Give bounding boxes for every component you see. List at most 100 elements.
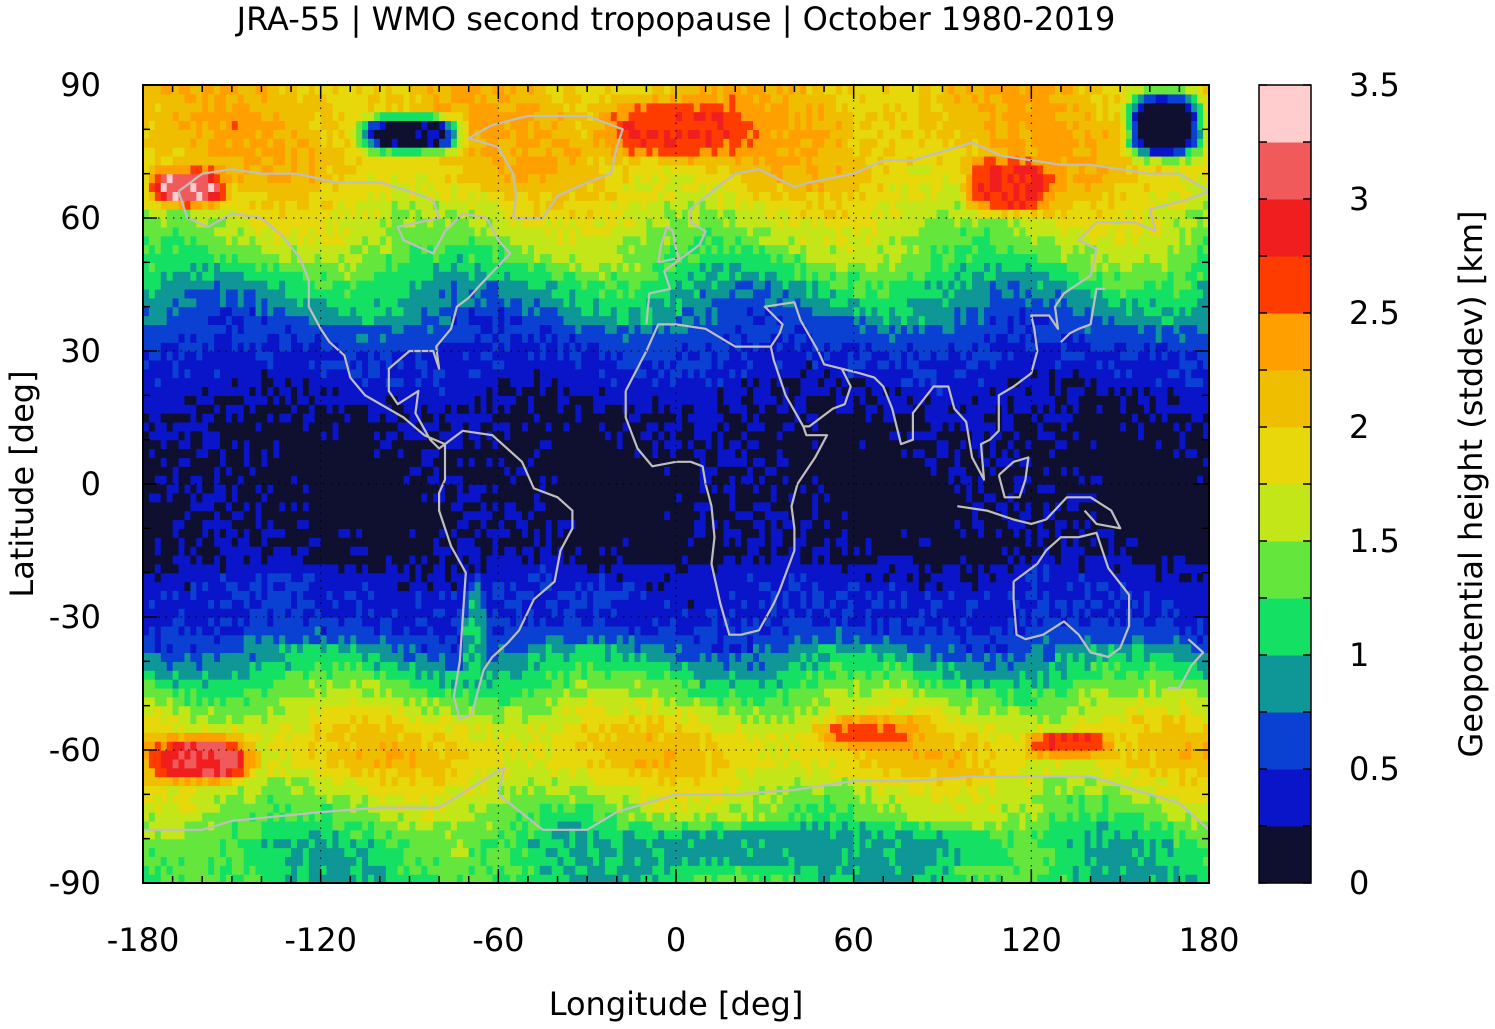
heatmap-cell — [883, 767, 890, 778]
heatmap-cell — [978, 679, 985, 689]
heatmap-cell — [883, 803, 890, 813]
heatmap-cell — [978, 643, 985, 654]
heatmap-cell — [794, 661, 801, 671]
heatmap-cell — [1102, 723, 1109, 733]
heatmap-cell — [747, 634, 754, 645]
heatmap-cell — [569, 767, 576, 778]
heatmap-cell — [924, 750, 932, 760]
heatmap-cell — [829, 767, 837, 778]
heatmap-cell — [1043, 723, 1050, 733]
heatmap-cell — [196, 634, 203, 645]
heatmap-cell — [1197, 732, 1204, 742]
heatmap-cell — [693, 679, 701, 689]
heatmap-cell — [646, 838, 653, 849]
heatmap-cell — [681, 723, 689, 733]
heatmap-cell — [1137, 856, 1145, 866]
heatmap-cell — [539, 732, 547, 742]
heatmap-cell — [918, 741, 926, 751]
heatmap-cell — [604, 670, 612, 680]
heatmap-cell — [214, 696, 221, 707]
heatmap-cell — [1031, 874, 1038, 883]
heatmap-cell — [1126, 856, 1133, 866]
heatmap-cell — [983, 705, 991, 716]
heatmap-cell — [604, 794, 612, 804]
heatmap-cell — [604, 687, 612, 698]
heatmap-cell — [681, 732, 689, 742]
heatmap-cell — [788, 705, 796, 716]
heatmap-cell — [983, 750, 991, 760]
heatmap-cell — [190, 812, 197, 822]
heatmap-cell — [835, 670, 843, 680]
heatmap-cell — [901, 820, 908, 831]
heatmap-cell — [190, 865, 197, 875]
heatmap-cell — [587, 714, 594, 724]
heatmap-cell — [291, 874, 298, 883]
heatmap-cell — [989, 838, 997, 849]
heatmap-cell — [379, 670, 387, 680]
heatmap-cell — [166, 634, 174, 645]
heatmap-cell — [640, 794, 647, 804]
heatmap-cell — [166, 758, 174, 769]
heatmap-cell — [255, 758, 263, 769]
heatmap-cell — [972, 838, 979, 849]
heatmap-cell — [681, 661, 689, 671]
heatmap-cell — [214, 874, 221, 883]
heatmap-cell — [581, 812, 588, 822]
heatmap-cell — [344, 670, 351, 680]
heatmap-cell — [711, 874, 719, 883]
heatmap-cell — [723, 847, 730, 857]
heatmap-cell — [1137, 829, 1145, 840]
heatmap-cell — [1143, 643, 1151, 654]
heatmap-cell — [267, 803, 274, 813]
heatmap-cell — [326, 652, 334, 662]
heatmap-cell — [510, 705, 517, 716]
heatmap-cell — [427, 785, 434, 795]
heatmap-cell — [853, 652, 861, 662]
heatmap-cell — [806, 794, 813, 804]
heatmap-cell — [273, 820, 280, 831]
heatmap-cell — [427, 741, 434, 751]
heatmap-cell — [450, 865, 458, 875]
heatmap-cell — [1173, 829, 1180, 840]
heatmap-cell — [847, 847, 855, 857]
heatmap-cell — [516, 741, 523, 751]
heatmap-cell — [516, 758, 523, 769]
heatmap-cell — [853, 634, 861, 645]
heatmap-cell — [184, 741, 191, 751]
heatmap-cell — [214, 794, 221, 804]
heatmap-cell — [344, 820, 351, 831]
heatmap-cell — [160, 794, 168, 804]
heatmap-cell — [273, 865, 280, 875]
heatmap-cell — [1025, 785, 1032, 795]
heatmap-cell — [427, 670, 434, 680]
heatmap-cell — [1025, 758, 1032, 769]
heatmap-cell — [350, 714, 357, 724]
heatmap-cell — [504, 803, 511, 813]
heatmap-cell — [504, 661, 511, 671]
heatmap-cell — [865, 643, 873, 654]
heatmap-cell — [320, 820, 328, 831]
heatmap-cell — [954, 741, 961, 751]
heatmap-cell — [1019, 865, 1027, 875]
heatmap-cell — [1084, 767, 1092, 778]
heatmap-cell — [249, 661, 257, 671]
heatmap-cell — [1161, 812, 1169, 822]
heatmap-cell — [533, 679, 541, 689]
heatmap-cell — [527, 838, 535, 849]
heatmap-cell — [758, 750, 766, 760]
heatmap-cell — [587, 803, 594, 813]
heatmap-cell — [160, 820, 168, 831]
heatmap-cell — [237, 670, 245, 680]
heatmap-cell — [350, 643, 357, 654]
heatmap-cell — [978, 794, 985, 804]
heatmap-cell — [1120, 874, 1127, 883]
heatmap-cell — [219, 732, 227, 742]
heatmap-cell — [676, 874, 683, 883]
heatmap-cell — [1120, 838, 1127, 849]
heatmap-cell — [954, 785, 961, 795]
heatmap-cell — [1090, 856, 1098, 866]
heatmap-cell — [995, 820, 1003, 831]
heatmap-cell — [1096, 856, 1103, 866]
heatmap-cell — [214, 714, 221, 724]
heatmap-cell — [208, 865, 215, 875]
